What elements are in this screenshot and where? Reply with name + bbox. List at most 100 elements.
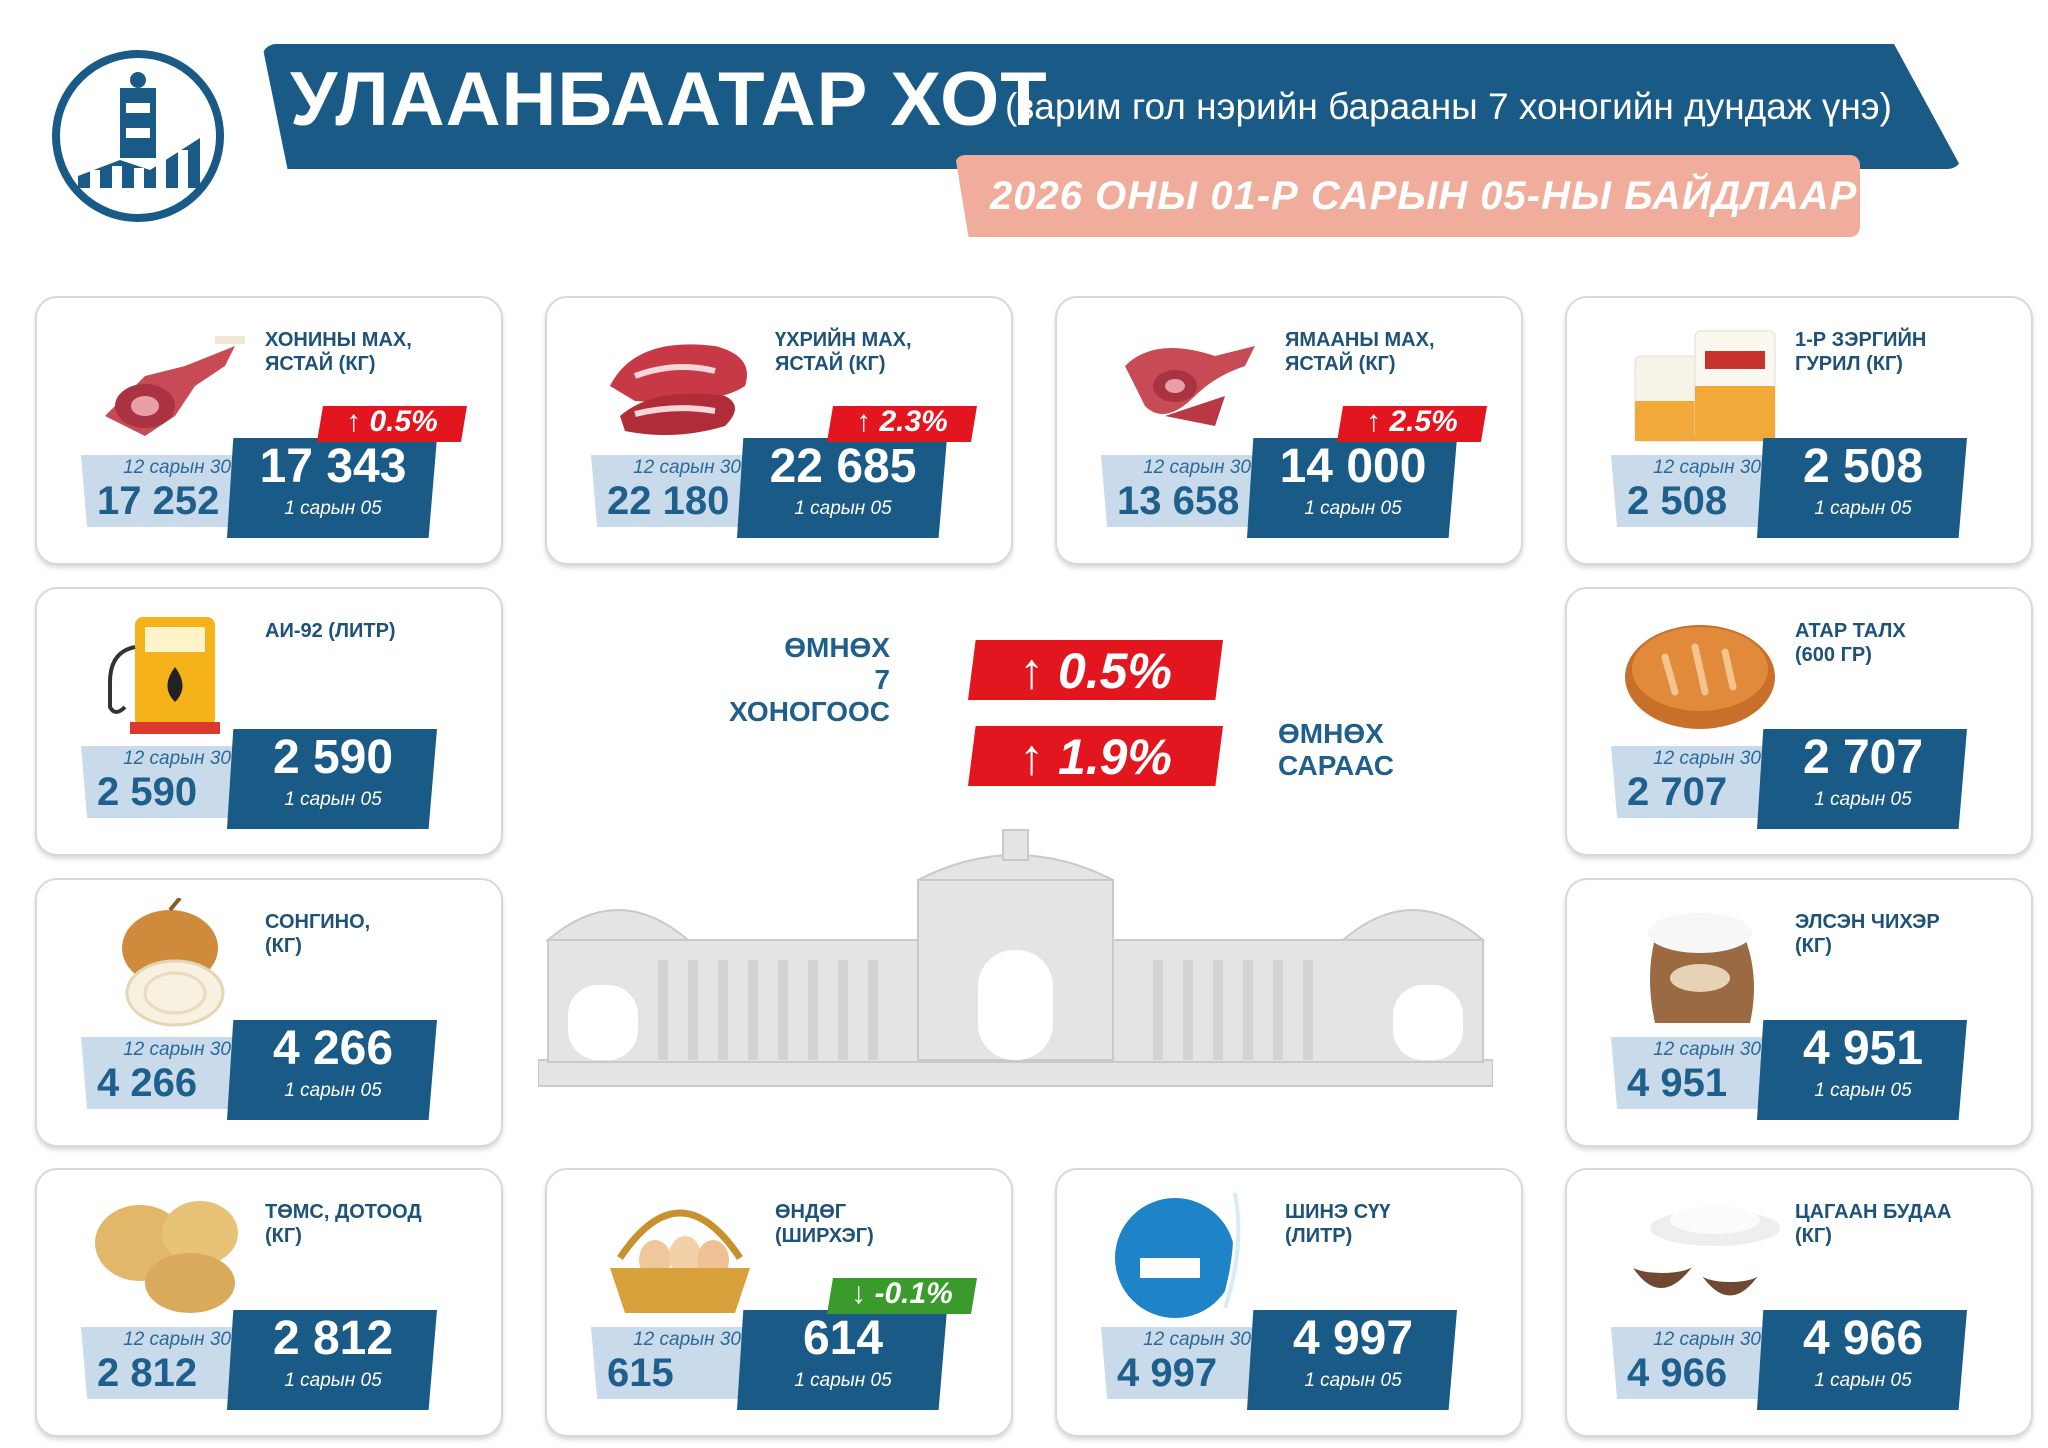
- current-price-box: [1757, 1020, 1967, 1120]
- page-subtitle: (зарим гол нэрийн барааны 7 хоногийн дун…: [1005, 86, 1892, 127]
- milk-icon: [1105, 1188, 1275, 1318]
- beef-meat-icon: [595, 316, 765, 446]
- previous-price-box: [1101, 455, 1253, 527]
- previous-price: 4 266: [97, 1061, 198, 1105]
- previous-price-box: [81, 1327, 233, 1399]
- current-price: 2 590: [272, 731, 394, 784]
- current-price-box: [737, 1310, 947, 1410]
- egg-basket-icon: [595, 1188, 765, 1318]
- current-date-label: 1 сарын 05: [1814, 1370, 1912, 1391]
- current-date-label: 1 сарын 05: [794, 498, 892, 519]
- current-price-box: [1757, 1310, 1967, 1410]
- current-date-label: 1 сарын 05: [284, 498, 382, 519]
- previous-date-label: 12 сарын 30: [123, 457, 231, 478]
- week-change-label: ӨМНӨХ 7 ХОНОГООС: [728, 632, 890, 727]
- current-price-box: [1247, 438, 1457, 538]
- previous-price: 2 707: [1627, 770, 1728, 814]
- current-date-label: 1 сарын 05: [284, 1370, 382, 1391]
- goat-meat-icon: [1105, 316, 1275, 446]
- page-title: УЛААНБААТАР ХОТ: [290, 57, 1048, 142]
- sugar-sack-icon: [1615, 898, 1785, 1028]
- previous-price-box: [1101, 1327, 1253, 1399]
- report-date: 2026 ОНЫ 01-Р САРЫН 05-НЫ БАЙДЛААР: [990, 174, 1858, 218]
- change-value: ↑ 2.5%: [1366, 405, 1458, 438]
- previous-date-label: 12 сарын 30: [123, 748, 231, 769]
- current-price: 14 000: [1279, 440, 1427, 493]
- change-badge: [1337, 406, 1487, 442]
- current-price-box: [1757, 729, 1967, 829]
- item-name: СОНГИНО, (КГ): [265, 911, 371, 957]
- current-price-box: [1247, 1310, 1457, 1410]
- current-date-label: 1 сарын 05: [284, 1080, 382, 1101]
- current-date-label: 1 сарын 05: [284, 789, 382, 810]
- previous-price: 2 508: [1627, 479, 1728, 523]
- current-price: 4 966: [1802, 1312, 1924, 1365]
- current-price: 614: [802, 1312, 884, 1365]
- price-card: ЯМААНЫ МАХ, ЯСТАЙ (КГ) 12 сарын 30 13 658 1…: [1055, 296, 1523, 565]
- mutton-meat-icon: [85, 316, 255, 446]
- change-value: ↑ 0.5%: [346, 405, 438, 438]
- item-name: ЯМААНЫ МАХ, ЯСТАЙ (КГ): [1285, 329, 1435, 375]
- date-banner: [955, 155, 1860, 237]
- current-price-box: [227, 1310, 437, 1410]
- price-card: АИ-92 (ЛИТР) 12 сарын 30 2 590 2 590 1 сарын…: [35, 587, 503, 856]
- previous-price-box: [1611, 746, 1763, 818]
- previous-price: 13 658: [1117, 479, 1240, 523]
- price-card: ЦАГААН БУДАА (КГ) 12 сарын 30 4 966 4 966 1 …: [1565, 1168, 2033, 1437]
- current-price: 22 685: [769, 440, 917, 493]
- price-card: АТАР ТАЛХ (600 ГР) 12 сарын 30 2 707 2 707 1…: [1565, 587, 2033, 856]
- month-change-label: ӨМНӨХ САРААС: [1278, 718, 1394, 781]
- government-palace-icon: [537, 820, 1494, 1100]
- price-card: ӨНДӨГ (ШИРХЭГ) 12 сарын 30 615 614 1 сарын 0…: [545, 1168, 1013, 1437]
- current-price: 2 508: [1802, 440, 1924, 493]
- current-date-label: 1 сарын 05: [1814, 1080, 1912, 1101]
- item-name: ӨНДӨГ (ШИРХЭГ): [775, 1201, 874, 1247]
- previous-price-box: [81, 1037, 233, 1109]
- previous-price: 2 590: [97, 770, 198, 814]
- previous-date-label: 12 сарын 30: [1653, 748, 1761, 769]
- current-price: 4 951: [1802, 1022, 1924, 1075]
- previous-date-label: 12 сарын 30: [1143, 1329, 1251, 1350]
- item-name: ЦАГААН БУДАА (КГ): [1795, 1201, 1952, 1247]
- previous-price-box: [1611, 1327, 1763, 1399]
- item-name: ХОНИНЫ МАХ, ЯСТАЙ (КГ): [265, 329, 412, 375]
- price-card: ҮХРИЙН МАХ, ЯСТАЙ (КГ) 12 сарын 30 22 180 2…: [545, 296, 1013, 565]
- flour-bag-icon: [1615, 316, 1785, 446]
- current-date-label: 1 сарын 05: [1814, 789, 1912, 810]
- previous-date-label: 12 сарын 30: [1653, 1039, 1761, 1060]
- current-price: 2 707: [1802, 731, 1924, 784]
- bread-icon: [1615, 607, 1785, 737]
- price-card: 1-Р ЗЭРГИЙН ГУРИЛ (КГ) 12 сарын 30 2 508 2 …: [1565, 296, 2033, 565]
- change-badge: [827, 406, 977, 442]
- onion-icon: [85, 896, 255, 1028]
- previous-date-label: 12 сарын 30: [1653, 1329, 1761, 1350]
- previous-date-label: 12 сарын 30: [123, 1039, 231, 1060]
- previous-price-box: [81, 746, 233, 818]
- current-price: 4 997: [1292, 1312, 1414, 1365]
- current-date-label: 1 сарын 05: [1814, 498, 1912, 519]
- current-price-box: [737, 438, 947, 538]
- current-price-box: [1757, 438, 1967, 538]
- previous-date-label: 12 сарын 30: [633, 1329, 741, 1350]
- change-badge: [827, 1278, 977, 1314]
- item-name: АИ-92 (ЛИТР): [265, 620, 396, 642]
- rice-bowl-icon: [1615, 1188, 1785, 1318]
- price-card: ХОНИНЫ МАХ, ЯСТАЙ (КГ) 12 сарын 30 17 252 1…: [35, 296, 503, 565]
- previous-price-box: [1611, 1037, 1763, 1109]
- fuel-pump-icon: [85, 607, 255, 737]
- previous-date-label: 12 сарын 30: [123, 1329, 231, 1350]
- price-card: ЭЛСЭН ЧИХЭР (КГ) 12 сарын 30 4 951 4 951 1 с…: [1565, 878, 2033, 1147]
- previous-price: 4 966: [1627, 1351, 1728, 1395]
- current-date-label: 1 сарын 05: [1304, 498, 1402, 519]
- item-name: 1-Р ЗЭРГИЙН ГУРИЛ (КГ): [1795, 329, 1927, 375]
- current-price: 2 812: [272, 1312, 394, 1365]
- previous-date-label: 12 сарын 30: [633, 457, 741, 478]
- current-price: 17 343: [259, 440, 407, 493]
- current-price-box: [227, 438, 437, 538]
- item-name: ҮХРИЙН МАХ, ЯСТАЙ (КГ): [775, 329, 912, 375]
- item-name: ЭЛСЭН ЧИХЭР (КГ): [1795, 911, 1940, 957]
- week-change-badge: [968, 640, 1223, 700]
- previous-price: 4 951: [1627, 1061, 1728, 1105]
- week-change-value: ↑ 0.5%: [1019, 643, 1172, 699]
- current-price: 4 266: [272, 1022, 394, 1075]
